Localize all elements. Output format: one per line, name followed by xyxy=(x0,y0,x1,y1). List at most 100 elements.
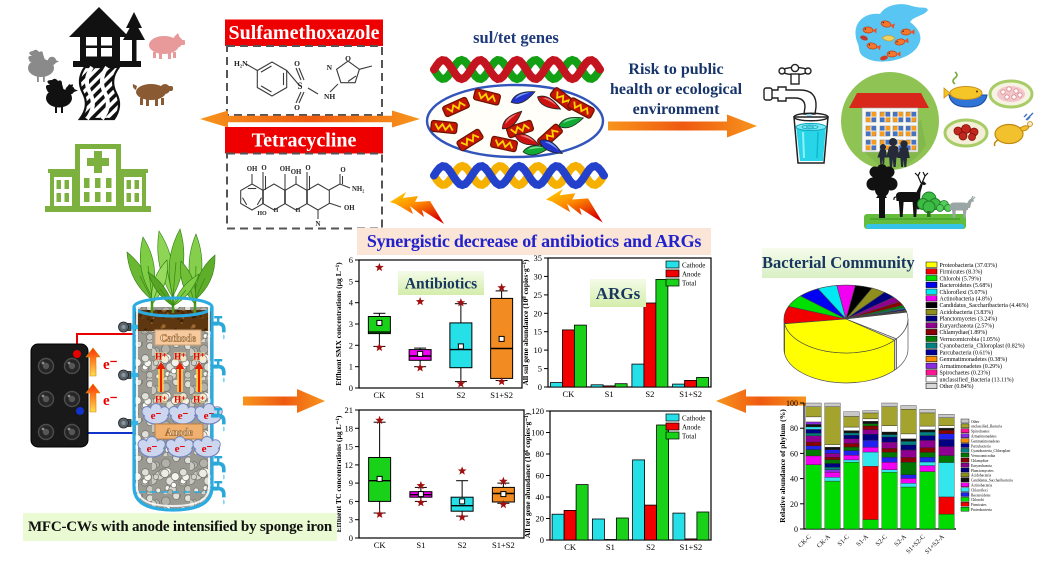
svg-text:Chlorobi (5.79%): Chlorobi (5.79%) xyxy=(940,275,982,282)
svg-text:H⁺: H⁺ xyxy=(193,352,205,362)
svg-text:S1+S2: S1+S2 xyxy=(492,540,515,550)
svg-text:Chlamydiae: Chlamydiae xyxy=(971,459,989,463)
svg-text:CK-C: CK-C xyxy=(797,533,813,549)
svg-text:Gemmatimonadetes: Gemmatimonadetes xyxy=(971,439,1000,443)
svg-text:health or ecological: health or ecological xyxy=(610,81,743,98)
svg-text:Effluent SMX concentrations (µ: Effluent SMX concentrations (µg L⁻¹) xyxy=(334,262,343,386)
svg-text:e⁻: e⁻ xyxy=(202,443,213,455)
svg-text:Anode: Anode xyxy=(682,424,701,432)
svg-text:20: 20 xyxy=(790,500,798,509)
svg-text:sul/tet genes: sul/tet genes xyxy=(473,28,559,47)
svg-text:H⁺: H⁺ xyxy=(155,395,167,405)
svg-text:35: 35 xyxy=(534,253,543,263)
svg-text:Chloroflexi (5.07%): Chloroflexi (5.07%) xyxy=(940,289,988,296)
svg-text:S2: S2 xyxy=(458,540,467,550)
svg-text:5: 5 xyxy=(349,276,353,286)
svg-text:H⁺: H⁺ xyxy=(174,395,186,405)
svg-text:20: 20 xyxy=(536,514,545,524)
svg-text:15: 15 xyxy=(345,442,354,452)
svg-text:Armatimonadetes (0.29%): Armatimonadetes (0.29%) xyxy=(940,363,1003,370)
svg-text:unclassified_Bacteria: unclassified_Bacteria xyxy=(971,425,1002,429)
svg-text:S1+S2-A: S1+S2-A xyxy=(924,533,946,555)
svg-text:100: 100 xyxy=(531,428,544,438)
svg-text:S1: S1 xyxy=(606,542,615,552)
svg-text:0: 0 xyxy=(794,525,798,534)
svg-text:Parcubacteria (0.61%): Parcubacteria (0.61%) xyxy=(940,349,993,356)
svg-text:S1+S2: S1+S2 xyxy=(680,542,703,552)
svg-text:Actinobacteria (4.8%): Actinobacteria (4.8%) xyxy=(940,296,992,303)
svg-text:Spirochaetes: Spirochaetes xyxy=(971,430,990,434)
svg-text:Acidobacteria (3.83%): Acidobacteria (3.83%) xyxy=(940,309,994,316)
svg-text:Chloroflexi: Chloroflexi xyxy=(971,488,988,492)
svg-text:H⁺: H⁺ xyxy=(193,395,205,405)
svg-text:unclassified_Bacteria (13.11%): unclassified_Bacteria (13.11%) xyxy=(940,376,1014,383)
svg-text:e⁻: e⁻ xyxy=(103,393,118,409)
svg-text:Sulfamethoxazole: Sulfamethoxazole xyxy=(228,22,379,44)
svg-text:40: 40 xyxy=(536,492,545,502)
svg-text:N: N xyxy=(316,221,321,228)
svg-text:Total: Total xyxy=(682,433,696,441)
svg-text:H: H xyxy=(296,208,301,214)
svg-text:S1+S2-C: S1+S2-C xyxy=(905,533,927,555)
svg-text:Euryarchaeota (2.57%): Euryarchaeota (2.57%) xyxy=(940,323,995,330)
svg-text:5: 5 xyxy=(538,364,542,374)
svg-text:Acidobacteria: Acidobacteria xyxy=(971,474,992,478)
svg-text:60: 60 xyxy=(536,471,545,481)
svg-text:HO: HO xyxy=(257,211,267,217)
svg-text:Gemmatimonadetes (0.38%): Gemmatimonadetes (0.38%) xyxy=(940,356,1008,363)
svg-text:e⁻: e⁻ xyxy=(175,443,186,455)
svg-text:S1-A: S1-A xyxy=(855,533,870,548)
svg-text:NH₂: NH₂ xyxy=(352,186,364,193)
svg-text:H₂N: H₂N xyxy=(234,59,248,68)
svg-text:6: 6 xyxy=(349,255,353,265)
svg-text:Actinobacteria: Actinobacteria xyxy=(971,484,993,488)
svg-text:OH: OH xyxy=(344,205,355,212)
svg-text:Anode: Anode xyxy=(165,428,193,439)
svg-text:Cyanobacteria_Chloroplast (0.8: Cyanobacteria_Chloroplast (0.82%) xyxy=(940,343,1025,350)
svg-text:Cathode: Cathode xyxy=(160,334,197,345)
svg-text:S2: S2 xyxy=(646,542,655,552)
svg-text:S1+S2: S1+S2 xyxy=(490,390,513,400)
svg-text:Chlamydiae(1.89%): Chlamydiae(1.89%) xyxy=(940,329,988,336)
svg-text:e⁻: e⁻ xyxy=(204,410,215,422)
svg-text:O: O xyxy=(340,167,345,174)
svg-text:CK: CK xyxy=(564,542,577,552)
svg-text:All tet gene abundance (10⁶ co: All tet gene abundance (10⁶ copies·g⁻¹) xyxy=(523,412,532,538)
svg-text:Parcubacteria: Parcubacteria xyxy=(971,444,991,448)
svg-text:S1: S1 xyxy=(416,540,425,550)
svg-text:3: 3 xyxy=(349,319,353,329)
svg-text:Chlorobi: Chlorobi xyxy=(971,498,984,502)
svg-text:O: O xyxy=(294,59,300,68)
svg-text:e⁻: e⁻ xyxy=(151,410,162,422)
svg-text:4: 4 xyxy=(349,298,354,308)
svg-text:Cyanobacteria_Chloroplast: Cyanobacteria_Chloroplast xyxy=(971,449,1010,453)
svg-text:0: 0 xyxy=(349,533,353,543)
svg-text:O: O xyxy=(294,103,300,112)
svg-text:40: 40 xyxy=(790,475,798,484)
svg-text:S2: S2 xyxy=(456,390,465,400)
svg-text:21: 21 xyxy=(345,405,354,415)
svg-text:18: 18 xyxy=(345,423,354,433)
svg-text:Verrucomicrobia: Verrucomicrobia xyxy=(971,454,996,458)
svg-text:environment: environment xyxy=(633,101,720,118)
svg-text:Armatimonadetes: Armatimonadetes xyxy=(971,435,997,439)
svg-text:12: 12 xyxy=(345,460,354,470)
svg-text:CK: CK xyxy=(373,390,386,400)
svg-text:Planctomycetes (3.24%): Planctomycetes (3.24%) xyxy=(940,316,998,323)
svg-text:S1: S1 xyxy=(605,389,614,399)
svg-text:20: 20 xyxy=(534,308,543,318)
svg-text:O: O xyxy=(261,165,266,172)
svg-text:Antibiotics: Antibiotics xyxy=(405,276,477,293)
svg-text:25: 25 xyxy=(534,290,543,300)
svg-text:OH: OH xyxy=(247,166,258,173)
svg-text:15: 15 xyxy=(534,327,543,337)
svg-text:ARGs: ARGs xyxy=(596,284,641,303)
svg-text:Bacteroidetes (5.68%): Bacteroidetes (5.68%) xyxy=(940,282,993,289)
svg-text:30: 30 xyxy=(534,271,543,281)
svg-text:120: 120 xyxy=(531,406,544,416)
svg-text:S1-C: S1-C xyxy=(837,533,851,547)
svg-text:Proteobacteria: Proteobacteria xyxy=(971,508,992,512)
svg-text:S2: S2 xyxy=(645,389,654,399)
svg-text:Planctomycetes: Planctomycetes xyxy=(971,469,994,473)
svg-text:CK-A: CK-A xyxy=(816,533,832,549)
